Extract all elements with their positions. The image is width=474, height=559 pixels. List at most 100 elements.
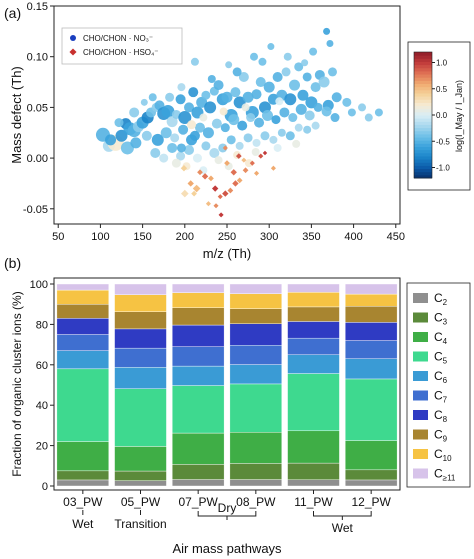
colorbar-tick-label: 1.0: [436, 59, 448, 68]
scatter-point: [313, 102, 323, 112]
scatter-point: [304, 110, 315, 121]
scatter-point: [176, 151, 186, 161]
colorbar-cell: [414, 140, 432, 144]
x-tick-label: 400: [344, 231, 362, 243]
scatter-point: [331, 92, 342, 103]
scatter-point: [225, 61, 233, 69]
bar-segment: [287, 430, 340, 464]
scatter-point: [170, 133, 180, 143]
colorbar-cell: [414, 61, 432, 66]
x-tick-label: 100: [91, 231, 109, 243]
bar-segment: [172, 324, 225, 347]
scatter-point: [250, 52, 259, 61]
scatter-point-diamond: [242, 167, 249, 174]
scatter-point: [279, 107, 290, 118]
scatter-point: [292, 139, 301, 148]
legend-label: C4: [434, 330, 448, 346]
colorbar-cell: [414, 165, 432, 170]
legend-entry-no3: CHO/CHON · NO₃⁻: [83, 34, 153, 43]
b-x-axis-label: Air mass pathways: [172, 541, 282, 556]
legend-label: C7: [434, 389, 448, 405]
bar-segment: [114, 283, 167, 295]
scatter-point: [330, 113, 340, 123]
scatter-point: [166, 116, 178, 128]
bar-segment: [287, 292, 340, 308]
scatter-point: [130, 137, 142, 149]
scatter-point-diamond: [191, 190, 197, 197]
scatter-point: [241, 103, 250, 112]
legend-label: C8: [434, 408, 448, 424]
scatter-point: [184, 102, 195, 113]
legend-swatch: [413, 429, 428, 440]
y-axis-ticks: -0.05 0.00 0.05 0.10 0.15: [23, 1, 54, 216]
y-tick-label: 0.10: [27, 52, 48, 64]
bar-segment: [56, 318, 109, 335]
scatter-point: [289, 79, 301, 91]
scatter-point: [311, 121, 320, 130]
scatter-legend: CHO/CHON · NO₃⁻ CHO/CHON · HSO₄⁻: [61, 27, 183, 65]
y-axis-label: Mass defect (Th): [9, 66, 24, 164]
bar-segment: [56, 304, 109, 319]
legend-box: [61, 27, 183, 65]
colorbar-cell: [414, 127, 432, 132]
colorbar-cell: [414, 99, 432, 103]
bar-segment: [345, 378, 398, 441]
scatter-point: [187, 120, 197, 130]
scatter-point: [171, 158, 181, 168]
x-tick-label: 350: [302, 231, 320, 243]
scatter-point: [194, 122, 205, 133]
scatter-point-diamond: [180, 189, 189, 198]
bar-segment: [56, 289, 109, 305]
colorbar-cell: [414, 77, 432, 81]
colorbar-cell: [414, 174, 432, 179]
scatter-point: [303, 125, 312, 134]
colorbar-cell: [414, 130, 432, 135]
scatter-point: [262, 110, 274, 122]
scatter-point: [277, 128, 286, 137]
bar-segment: [229, 383, 282, 433]
colorbar-cell: [414, 92, 432, 97]
bar-segment: [345, 283, 398, 295]
scatter-point-diamond: [262, 150, 268, 156]
scatter-point: [213, 80, 224, 91]
b-y-axis-ticks: 0 20 40 60 80 100: [30, 279, 54, 493]
x-tick-label: 250: [218, 231, 236, 243]
scatter-point: [175, 94, 186, 105]
scatter-point: [294, 123, 303, 132]
scatter-point: [283, 52, 292, 61]
legend-swatch: [413, 312, 428, 323]
bar-legend-entries: C2 C3 C4 C5 C6 C7 C8 C9 C10 C≥11: [413, 291, 456, 483]
bar-segment: [114, 388, 167, 447]
scatter-point-diamond: [230, 169, 237, 176]
bar-segment: [172, 464, 225, 480]
colorbar-cell: [414, 143, 432, 147]
scatter-point: [244, 159, 253, 168]
bar-segment: [172, 346, 225, 367]
legend-label: C3: [434, 311, 448, 327]
legend-label: C10: [434, 447, 452, 463]
scatter-point: [129, 107, 140, 118]
b-y-tick-label: 80: [36, 319, 48, 331]
x-tick-label: 200: [176, 231, 194, 243]
panel-b-frame: [53, 277, 401, 491]
bar-segment: [287, 479, 340, 487]
scatter-point: [114, 118, 124, 128]
b-x-axis-ticks: 03_PW 05_PW 07_PW 08_PW 11_PW 12_PW: [63, 490, 392, 509]
legend-label: C5: [434, 350, 448, 366]
colorbar-cell: [414, 64, 432, 69]
colorbar-cell: [414, 171, 432, 176]
group-label: Wet: [72, 517, 94, 531]
scatter-point: [374, 108, 383, 117]
scatter-point: [165, 92, 175, 102]
bar-segment: [229, 308, 282, 324]
bar-segment: [172, 432, 225, 465]
bar-segment: [287, 354, 340, 374]
b-y-tick-label: 20: [36, 441, 48, 453]
legend-marker-circle: [70, 35, 76, 41]
colorbar-cell: [414, 162, 432, 166]
scatter-point: [251, 89, 262, 100]
scatter-point-diamond: [217, 194, 223, 200]
colorbar-cell: [414, 137, 432, 141]
scatter-point-diamond: [218, 212, 224, 218]
bar-segment: [172, 283, 225, 293]
